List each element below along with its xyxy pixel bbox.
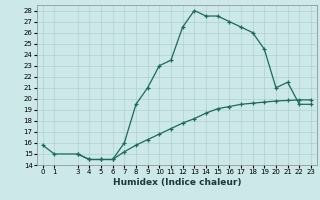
X-axis label: Humidex (Indice chaleur): Humidex (Indice chaleur) [113, 178, 241, 187]
